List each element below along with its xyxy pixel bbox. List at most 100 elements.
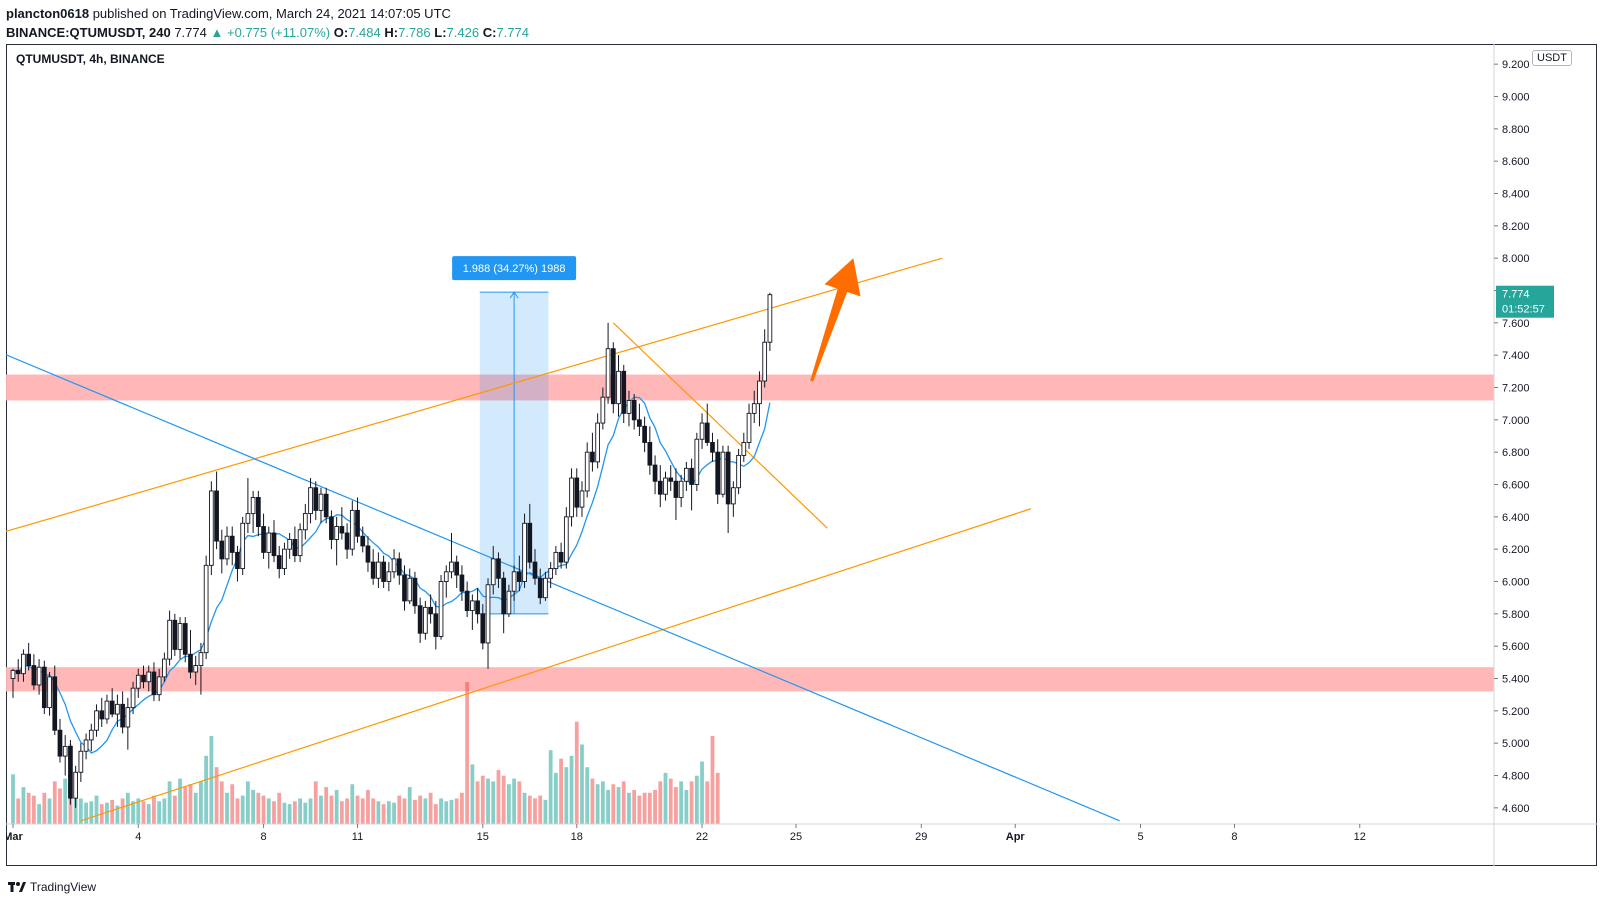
candle-body	[762, 341, 768, 382]
volume-bar	[303, 802, 308, 824]
candle	[631, 393, 637, 430]
publisher-name[interactable]: plancton0618	[6, 6, 90, 21]
volume-bar	[580, 744, 584, 824]
candle	[558, 542, 564, 569]
candle-body	[229, 535, 235, 553]
candle	[720, 445, 726, 498]
candle	[52, 665, 58, 736]
volume-bar	[42, 792, 47, 824]
candle	[214, 471, 219, 550]
candle-body	[125, 707, 131, 728]
candle-body	[511, 571, 517, 592]
volume-bar	[694, 775, 699, 824]
price-chart[interactable]: 1.988 (34.27%) 1988 9.200 9.000 8.800 8.600 8…	[6, 44, 1597, 866]
candle-body	[308, 487, 313, 515]
lower-channel	[80, 508, 1032, 822]
low-value: 7.426	[446, 25, 480, 40]
candle-body	[391, 558, 397, 573]
volume-bar	[428, 792, 433, 824]
volume-bar	[47, 798, 52, 824]
volume-bar	[491, 781, 496, 824]
candle-body	[287, 539, 293, 550]
candle	[83, 733, 89, 760]
candle-body	[271, 532, 277, 557]
volume-bar	[360, 798, 365, 824]
high-value: 7.786	[398, 25, 431, 40]
volume-bar	[647, 792, 652, 824]
candle-body	[757, 380, 762, 405]
volume-bar	[188, 784, 193, 824]
candle	[245, 478, 251, 533]
candle	[287, 533, 293, 559]
candle-body	[21, 653, 26, 675]
candle-body	[454, 561, 460, 576]
candle-body	[182, 623, 188, 655]
last-price: 7.774	[174, 25, 207, 40]
volume-bar	[37, 804, 41, 824]
candle	[323, 487, 329, 524]
candle-body	[370, 561, 376, 579]
candle	[584, 442, 590, 498]
candle	[689, 458, 694, 511]
breakout-arrow-icon	[810, 258, 861, 382]
candle-body	[381, 561, 386, 582]
volume-bar	[240, 795, 245, 824]
volume-bar	[52, 781, 57, 824]
candle-body	[736, 454, 741, 489]
candle	[261, 513, 266, 559]
volume-bar	[475, 781, 480, 824]
price-tick-label: 8.800	[1502, 124, 1530, 136]
candle-body	[94, 710, 99, 731]
candle-body	[605, 348, 611, 398]
candle	[396, 552, 402, 585]
candle	[31, 654, 37, 690]
candle	[26, 642, 32, 671]
candle	[657, 465, 663, 508]
price-tick-label: 5.000	[1502, 738, 1530, 750]
candle-body	[250, 496, 256, 515]
candle	[741, 432, 747, 462]
candle	[141, 665, 146, 689]
symbol-full: BINANCE:QTUMUSDT, 240	[6, 25, 171, 40]
candle-body	[678, 480, 684, 498]
candle-body	[751, 403, 757, 414]
price-tick-label: 6.000	[1502, 577, 1530, 589]
candle-body	[162, 658, 167, 678]
moving-average-line	[12, 396, 771, 754]
volume-bar	[319, 795, 323, 824]
volume-bar	[376, 801, 381, 824]
volume-bar	[199, 781, 203, 824]
time-tick-label: 29	[915, 831, 927, 843]
candle	[553, 545, 559, 576]
candle-body	[438, 581, 444, 637]
candle-body	[642, 425, 647, 443]
candle	[475, 587, 480, 624]
candle	[731, 481, 736, 517]
candle-body	[725, 451, 731, 505]
volume-bar	[136, 798, 141, 824]
volume-bar	[272, 801, 276, 824]
candle-body	[595, 422, 600, 463]
candle-body	[115, 703, 120, 715]
ohlc-line: BINANCE:QTUMUSDT, 240 7.774 ▲ +0.775 (+1…	[6, 23, 529, 42]
candle-body	[240, 522, 246, 570]
candle-body	[349, 509, 355, 550]
volume-bar	[350, 784, 355, 824]
price-tick-label: 6.600	[1502, 480, 1530, 492]
zone-1	[6, 667, 1494, 692]
change-value: +0.775 (+11.07%)	[226, 25, 331, 40]
tradingview-footer[interactable]: TradingView	[8, 880, 96, 894]
candle	[344, 523, 350, 559]
open-label: O:	[333, 25, 349, 40]
volume-bar	[146, 804, 151, 824]
candle	[423, 600, 428, 640]
candle	[297, 523, 303, 563]
candle-body	[57, 729, 63, 757]
candle	[532, 549, 538, 585]
price-tick-label: 5.800	[1502, 609, 1530, 621]
candle	[308, 478, 313, 524]
volume-bar	[449, 799, 454, 824]
price-tick-label: 8.400	[1502, 189, 1530, 201]
unit-badge[interactable]: USDT	[1532, 50, 1572, 66]
candle-body	[480, 613, 486, 644]
